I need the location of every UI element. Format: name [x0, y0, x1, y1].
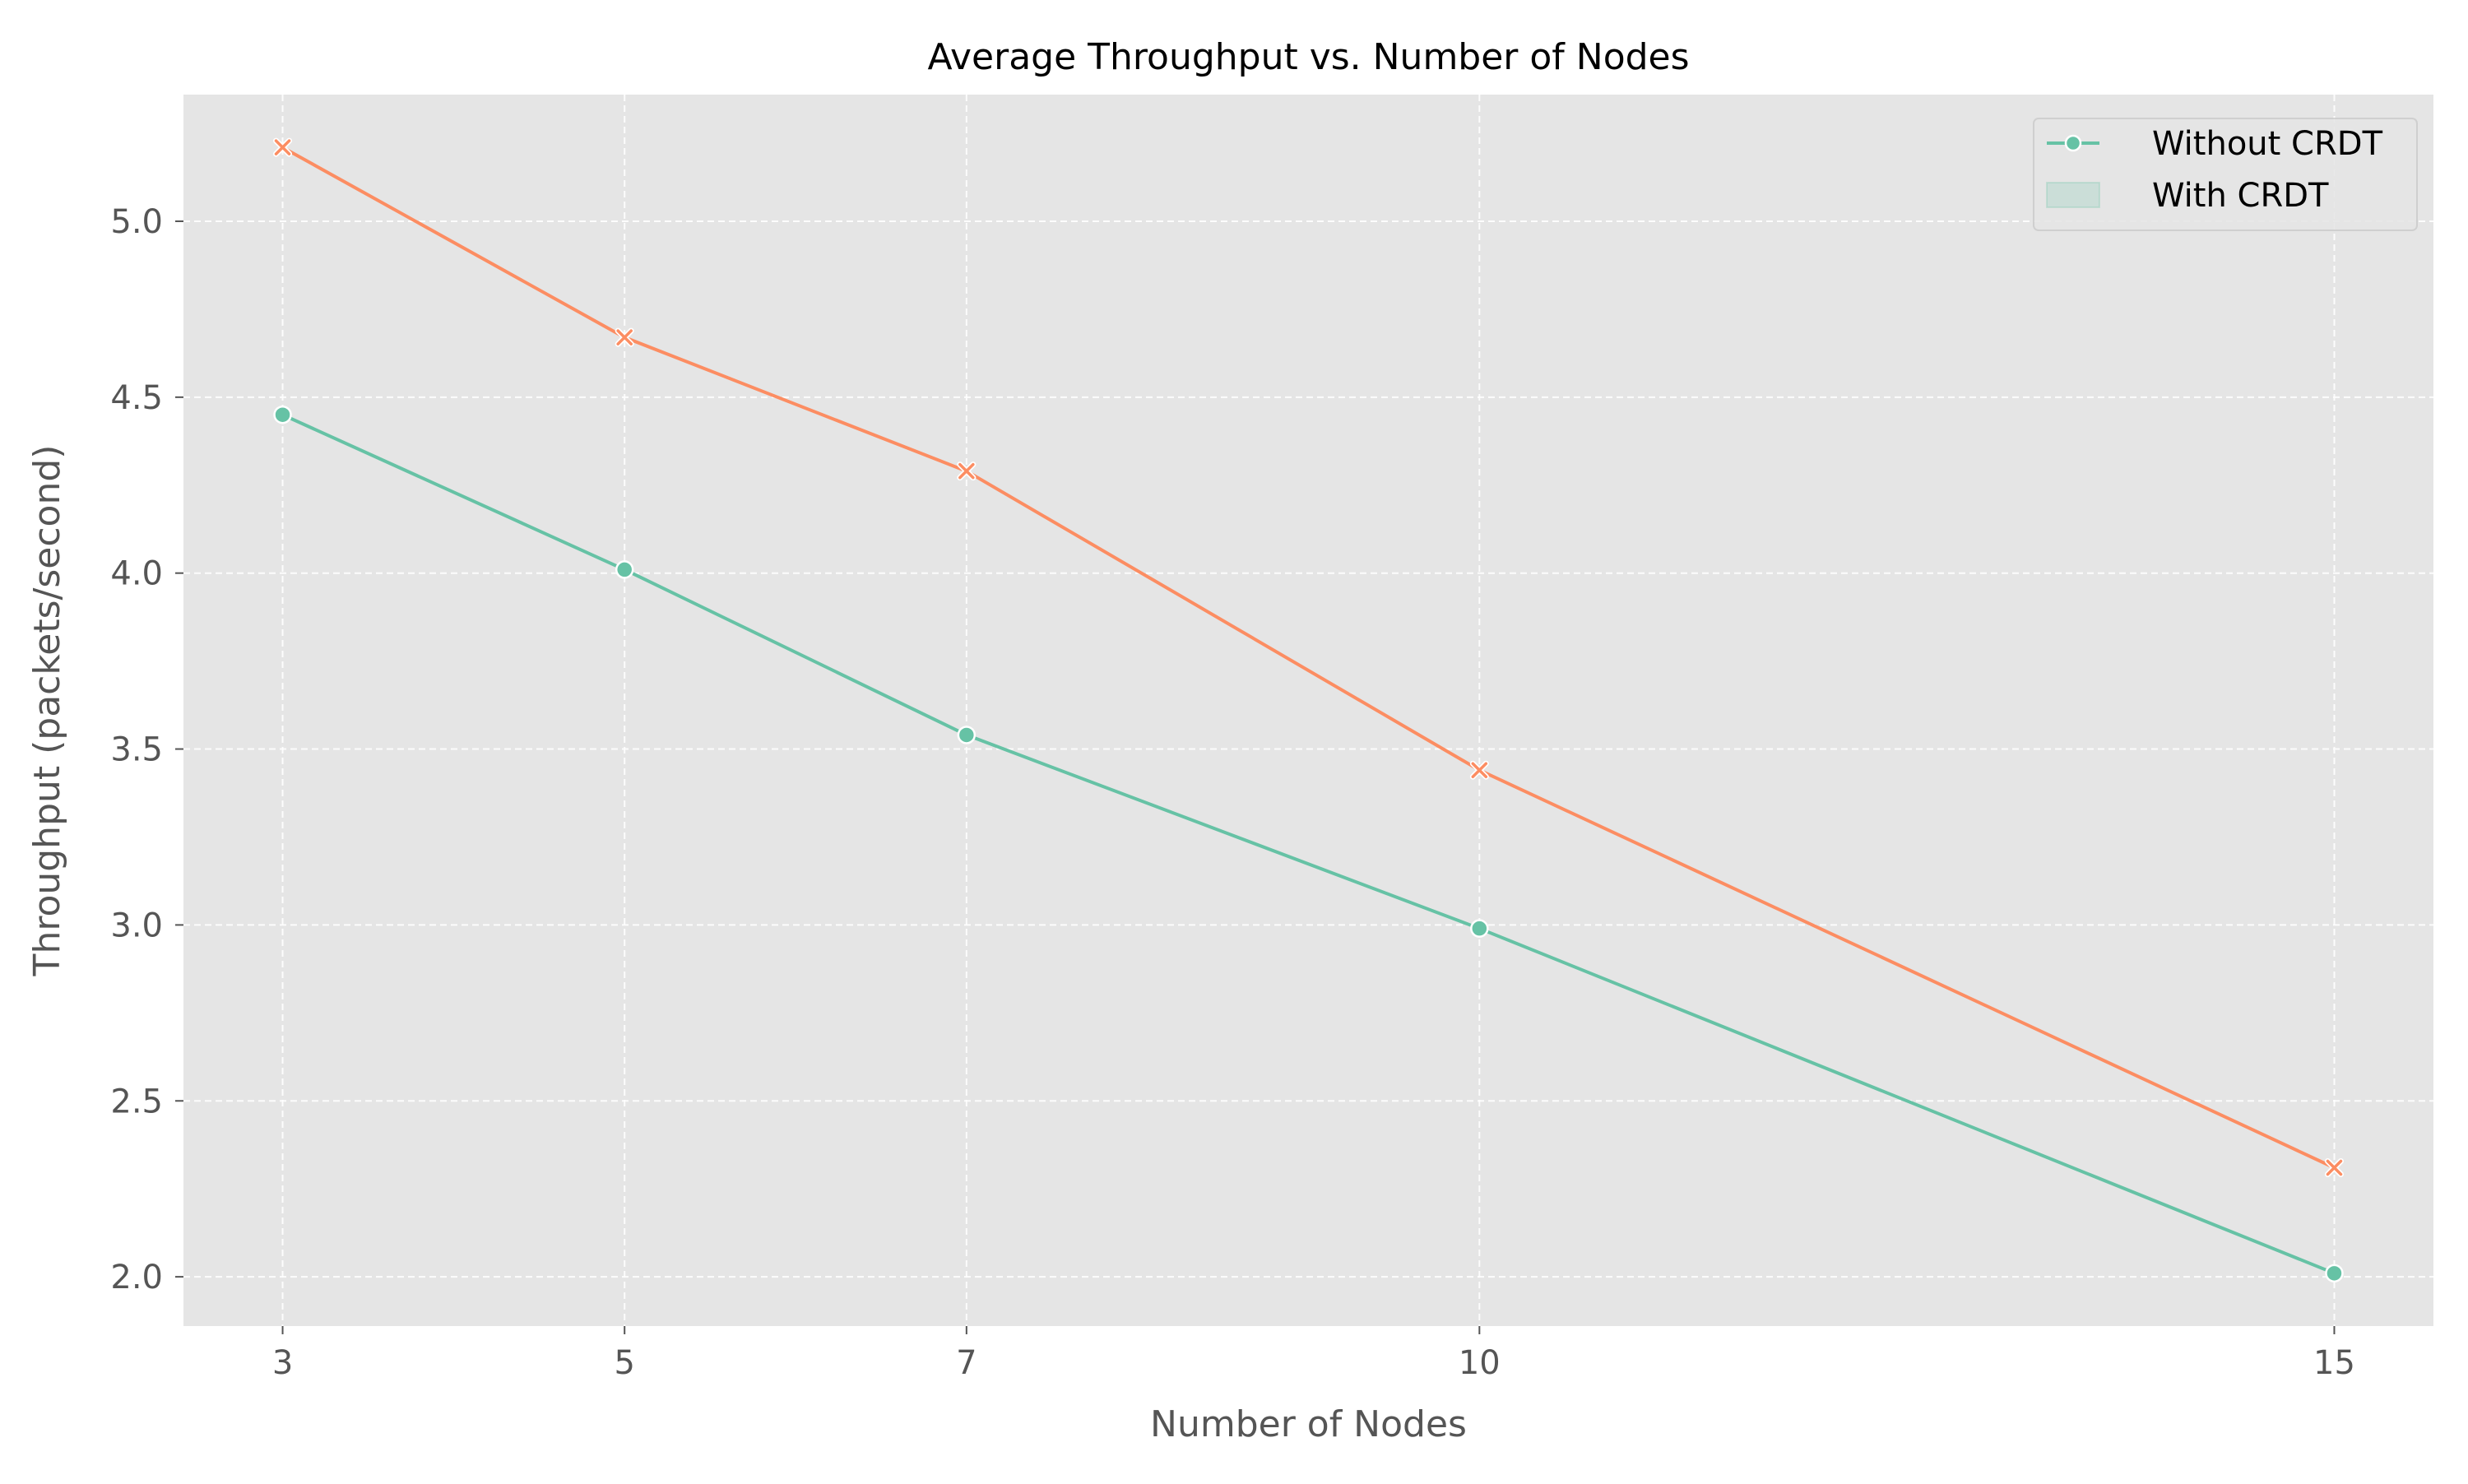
x-tick-label: 5 — [614, 1344, 634, 1382]
chart-title: Average Throughput vs. Number of Nodes — [927, 36, 1689, 78]
legend-box — [2033, 118, 2418, 231]
data-point — [1469, 760, 1489, 780]
data-point — [273, 405, 292, 424]
x-tick-label: 10 — [1459, 1344, 1501, 1382]
y-tick-label: 4.5 — [110, 379, 163, 417]
data-point — [957, 726, 977, 744]
x-axis-title: Number of Nodes — [1150, 1403, 1467, 1445]
y-tick-label: 3.5 — [110, 731, 163, 769]
x-tick-label: 7 — [956, 1344, 977, 1382]
y-tick-label: 2.0 — [110, 1259, 163, 1296]
data-point — [1470, 919, 1489, 938]
legend-label-with-crdt: With CRDT — [2152, 177, 2329, 215]
data-point — [273, 137, 293, 157]
y-tick-label: 2.5 — [110, 1083, 163, 1120]
data-point-x-stroke — [958, 462, 975, 480]
y-tick-label: 4.0 — [110, 555, 163, 593]
data-point-x-stroke — [1471, 762, 1488, 778]
data-point — [615, 327, 634, 347]
data-point — [957, 461, 977, 481]
legend-patch-with-crdt — [2046, 182, 2100, 208]
data-point-x-stroke — [616, 329, 633, 345]
data-point — [2324, 1158, 2344, 1178]
data-point-x-stroke — [2326, 1159, 2343, 1176]
legend: Without CRDT With CRDT — [2033, 118, 2418, 231]
data-point — [615, 560, 634, 579]
x-tick-label: 3 — [272, 1344, 293, 1382]
legend-marker-without-crdt — [2064, 134, 2082, 152]
series-layer — [273, 137, 2344, 1283]
y-tick-label: 5.0 — [110, 203, 163, 241]
y-tick-label: 3.0 — [110, 907, 163, 944]
data-point — [2325, 1264, 2344, 1283]
x-tick-label: 15 — [2313, 1344, 2355, 1382]
y-axis-title: Throughput (packets/second) — [26, 445, 68, 977]
ticks: 3 5 7 10 15 2.0 2.5 3.0 3.5 4.0 4.5 5.0 — [110, 203, 2355, 1382]
legend-label-without-crdt: Without CRDT — [2152, 125, 2383, 163]
data-point-x-stroke — [274, 139, 291, 155]
